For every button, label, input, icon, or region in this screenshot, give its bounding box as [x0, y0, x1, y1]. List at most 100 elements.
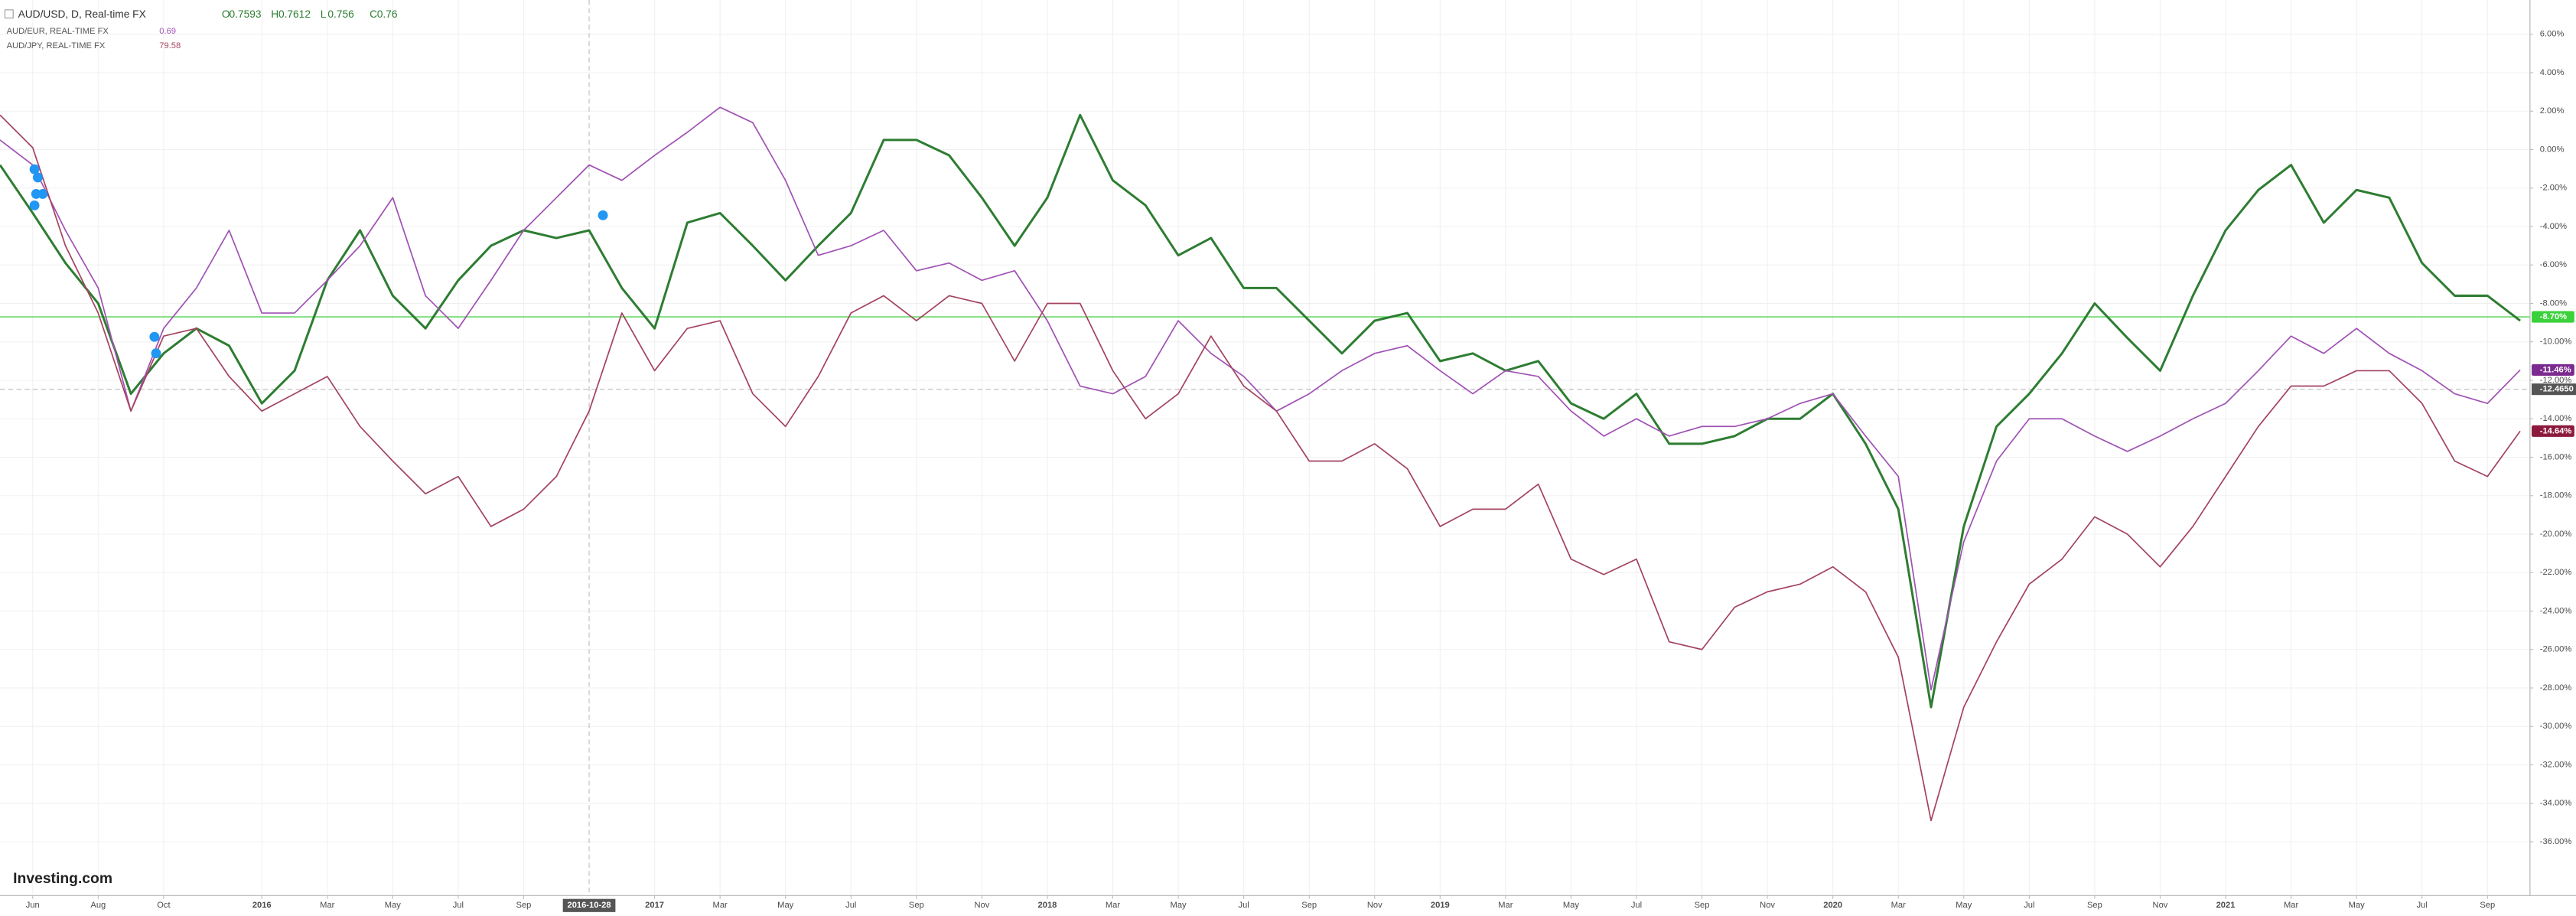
y-tick-label: -10.00% [2540, 337, 2572, 347]
ohlc-key: O [222, 8, 230, 20]
x-tick-label: Jul [845, 901, 856, 910]
legend-name: AUD/USD, D, Real-time FX [18, 8, 146, 20]
y-tick-label: -2.00% [2540, 184, 2567, 193]
x-tick-label: May [1171, 901, 1187, 910]
x-tick-label: Sep [909, 901, 924, 910]
x-tick-label: Mar [2284, 901, 2298, 910]
y-tick-label: -34.00% [2540, 799, 2572, 808]
y-tick-label: -6.00% [2540, 260, 2567, 269]
x-tick-label: Jul [1631, 901, 1642, 910]
x-tick-label: Jun [26, 901, 40, 910]
event-markers [29, 164, 608, 359]
series-lines [0, 106, 2521, 822]
y-tick-label: -12.00% [2540, 376, 2572, 385]
x-tick-label: Jul [2024, 901, 2034, 910]
x-tick-label: May [1956, 901, 1972, 910]
x-tick-label: Jul [1238, 901, 1249, 910]
x-tick-label: 2020 [1823, 901, 1842, 910]
ohlc-value: 0.7612 [278, 8, 311, 20]
x-tick-label: Aug [90, 901, 106, 910]
y-tick-label: -20.00% [2540, 530, 2572, 539]
ohlc-key: L [321, 8, 327, 20]
crosshair-x-label-bg [562, 898, 616, 912]
x-tick-label: Mar [1891, 901, 1906, 910]
event-marker[interactable] [32, 172, 43, 183]
x-tick-label: May [1563, 901, 1579, 910]
x-tick-label: 2016 [252, 901, 272, 910]
last-value-label: -11.46% [2540, 365, 2571, 374]
y-tick-label: -16.00% [2540, 452, 2572, 461]
y-tick-label: 6.00% [2540, 30, 2565, 39]
ohlc-key: C [370, 8, 377, 20]
event-marker[interactable] [151, 348, 161, 359]
y-tick-label: -26.00% [2540, 645, 2572, 654]
x-tick-label: Sep [1695, 901, 1710, 910]
x-tick-label: Jul [2417, 901, 2428, 910]
y-tick-label: 0.00% [2540, 145, 2565, 154]
x-tick-label: Nov [1367, 901, 1382, 910]
legend-last-price: 0.69 [159, 27, 176, 36]
x-tick-label: Mar [1106, 901, 1120, 910]
last-value-bg [2532, 425, 2574, 437]
x-tick-label: 2018 [1038, 901, 1057, 910]
y-tick-label: -4.00% [2540, 222, 2567, 231]
y-tick-label: 2.00% [2540, 106, 2565, 116]
watermark: Investing.com [13, 871, 112, 887]
legend: AUD/USD, D, Real-time FX O0.7593 H 0.7612 L 0… [4, 8, 398, 51]
x-tick-label: Sep [516, 901, 532, 910]
x-tick-label: Oct [157, 901, 171, 910]
event-marker[interactable] [29, 200, 40, 210]
x-tick-label: 2021 [2216, 901, 2236, 910]
ohlc-value: 0.756 [327, 8, 354, 20]
event-marker[interactable] [149, 331, 160, 342]
ohlc-value: 0.76 [377, 8, 398, 20]
y-tick-label: -36.00% [2540, 837, 2572, 846]
x-tick-label: 2017 [645, 901, 664, 910]
legend-icon [4, 9, 14, 19]
x-tick-label: Mar [320, 901, 334, 910]
x-tick-label: Sep [2480, 901, 2495, 910]
y-tick-label: 4.00% [2540, 68, 2565, 77]
grid [0, 0, 2530, 896]
series-line [0, 106, 2521, 691]
y-tick-label: -24.00% [2540, 606, 2572, 615]
x-tick-label: Nov [2153, 901, 2168, 910]
x-tick-label: May [2349, 901, 2365, 910]
y-tick-label: -14.00% [2540, 414, 2572, 423]
x-tick-label: Sep [2087, 901, 2102, 910]
last-value-label: -14.64% [2540, 426, 2572, 435]
x-tick-label: Nov [974, 901, 989, 910]
crosshair-y-label: -12.4650 [2540, 385, 2574, 394]
crosshair-y-label-bg [2532, 383, 2576, 396]
event-marker[interactable] [598, 210, 608, 220]
y-tick-label: -18.00% [2540, 491, 2572, 500]
event-marker[interactable] [29, 164, 40, 174]
ohlc-value: 0.7593 [230, 8, 262, 20]
x-tick-label: Mar [1498, 901, 1513, 910]
event-marker[interactable] [37, 188, 48, 199]
x-tick-label: Nov [1760, 901, 1775, 910]
x-tick-label: May [777, 901, 793, 910]
series-line [0, 113, 2521, 709]
last-value-label: -8.70% [2540, 312, 2567, 321]
y-tick-label: -28.00% [2540, 683, 2572, 693]
last-value-bg [2532, 363, 2574, 376]
last-value-bg [2532, 311, 2574, 323]
x-tick-label: May [385, 901, 401, 910]
legend-last-price: 79.58 [159, 41, 181, 51]
legend-name: AUD/EUR, REAL-TIME FX [7, 27, 109, 36]
legend-name: AUD/JPY, REAL-TIME FX [7, 41, 106, 51]
ohlc-key: H [271, 8, 278, 20]
x-tick-label: Sep [1301, 901, 1317, 910]
x-tick-label: Jul [453, 901, 464, 910]
axes: 6.00% 4.00% 2.00% 0.00% -2.00% -4.00% -6.00% -8… [26, 30, 2576, 912]
y-tick-label: -22.00% [2540, 568, 2572, 577]
y-tick-label: -8.00% [2540, 298, 2567, 308]
series-line [0, 114, 2521, 822]
x-tick-label: 2019 [1431, 901, 1450, 910]
crosshair-x-label: 2016-10-28 [567, 901, 611, 910]
y-tick-label: -30.00% [2540, 722, 2572, 731]
